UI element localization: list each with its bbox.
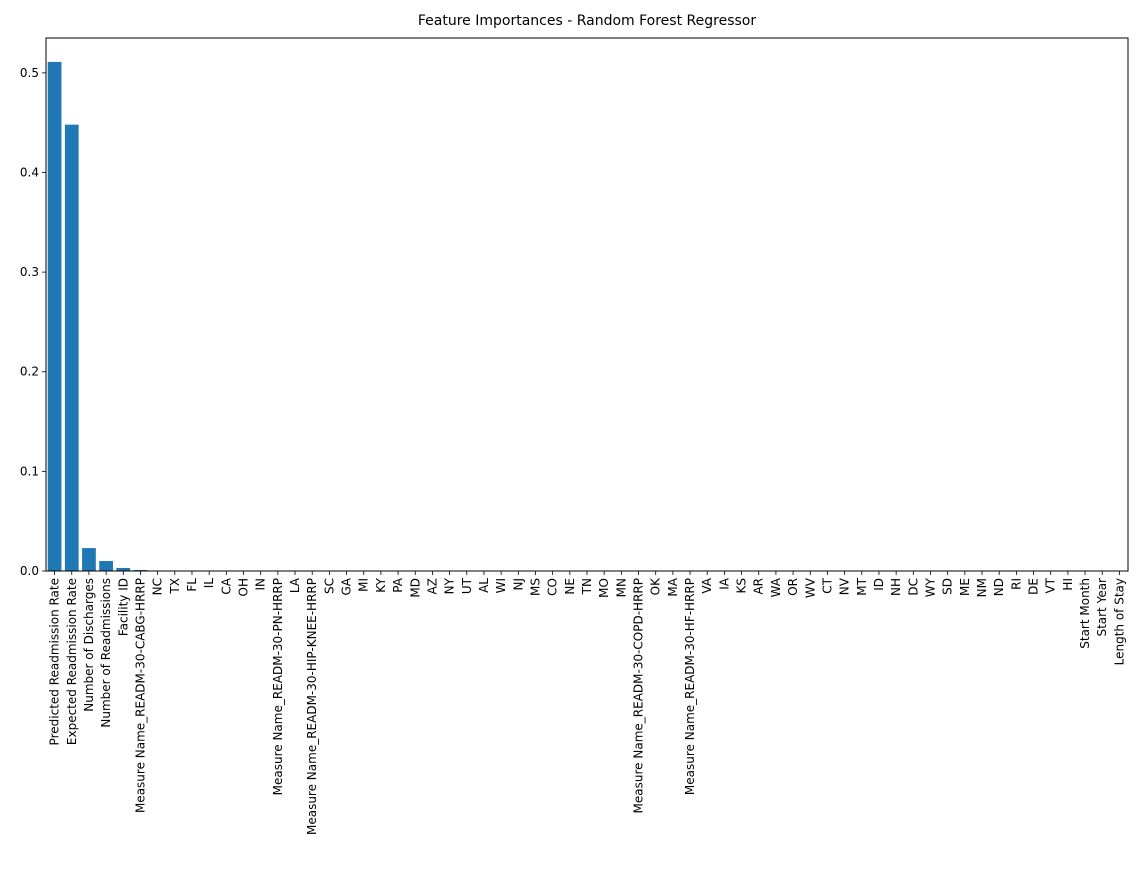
bar (64, 124, 79, 571)
x-tick-label: NY (443, 577, 457, 594)
x-tick-label: WY (923, 577, 937, 597)
x-tick-label: AR (752, 578, 766, 595)
bar (82, 548, 96, 571)
x-tick-label: AL (477, 578, 491, 593)
x-tick-label: Expected Readmission Rate (65, 578, 79, 745)
x-tick-label: IL (202, 578, 216, 589)
x-tick-label: Start Year (1095, 578, 1109, 637)
x-tick-label: WA (769, 577, 783, 597)
x-tick-label: MD (408, 578, 422, 598)
y-tick-label: 0.5 (20, 66, 39, 80)
x-tick-label: KY (374, 577, 388, 592)
x-tick-label: WI (494, 578, 508, 593)
y-tick-label: 0.0 (20, 564, 39, 578)
y-tick-label: 0.2 (20, 365, 39, 379)
x-tick-label: Measure Name_READM-30-HF-HRRP (683, 578, 697, 795)
x-tick-label: Predicted Readmission Rate (48, 578, 62, 745)
x-tick-label: VT (1044, 577, 1058, 593)
bar (116, 568, 131, 571)
x-tick-label: NM (975, 578, 989, 597)
x-tick-label: OR (786, 578, 800, 596)
x-tick-label: MT (855, 577, 869, 595)
x-tick-label: NV (838, 577, 852, 595)
x-tick-label: MN (614, 578, 628, 597)
x-tick-label: WV (803, 577, 817, 598)
x-tick-label: Measure Name_READM-30-CABG-HRRP (133, 578, 147, 813)
y-tick-label: 0.4 (20, 165, 39, 179)
x-tick-label: NH (889, 578, 903, 596)
bar (99, 561, 113, 571)
x-tick-label: MO (597, 578, 611, 598)
x-tick-label: NE (563, 578, 577, 595)
x-tick-label: IN (254, 578, 268, 591)
y-tick-label: 0.1 (20, 464, 39, 478)
x-tick-label: NC (151, 578, 165, 595)
x-tick-label: CT (820, 577, 834, 593)
x-tick-label: Number of Readmissions (99, 578, 113, 728)
x-tick-label: VA (700, 577, 714, 593)
x-tick-label: Start Month (1078, 578, 1092, 649)
x-tick-label: SD (941, 578, 955, 595)
x-tick-label: LA (288, 577, 302, 593)
bar (47, 61, 62, 572)
x-tick-label: OH (237, 578, 251, 596)
x-tick-label: ME (958, 578, 972, 596)
x-tick-label: NJ (511, 578, 525, 591)
x-tick-label: RI (1009, 578, 1023, 590)
x-tick-label: Length of Stay (1112, 578, 1126, 665)
x-tick-label: OK (649, 577, 663, 595)
x-tick-label: FL (185, 578, 199, 592)
x-tick-label: IA (717, 577, 731, 590)
x-tick-label: Measure Name_READM-30-PN-HRRP (271, 578, 285, 795)
x-tick-label: Measure Name_READM-30-HIP-KNEE-HRRP (305, 578, 319, 835)
x-tick-label: AZ (425, 578, 439, 594)
x-tick-label: MS (528, 578, 542, 596)
x-tick-label: Number of Discharges (82, 578, 96, 712)
x-tick-label: DC (906, 578, 920, 596)
x-tick-label: DE (1027, 578, 1041, 595)
x-tick-label: TN (580, 578, 594, 595)
y-axis: 0.0 0.1 0.2 0.3 0.4 0.5 (20, 66, 46, 578)
chart-title: Feature Importances - Random Forest Regr… (418, 13, 756, 29)
x-tick-label: ND (992, 578, 1006, 596)
x-tick-label: ID (872, 578, 886, 591)
bars-group (47, 61, 835, 572)
x-tick-label: Facility ID (116, 578, 130, 636)
x-tick-label: KS (735, 578, 749, 594)
x-tick-label: MA (666, 577, 680, 596)
x-tick-label: CA (219, 577, 233, 594)
x-tick-label: SC (322, 578, 336, 594)
x-tick-label: UT (460, 577, 474, 594)
x-tick-label: GA (340, 577, 354, 595)
plot-frame (45, 37, 1129, 572)
x-tick-label: Measure Name_READM-30-COPD-HRRP (632, 578, 646, 813)
x-tick-label: HI (1061, 578, 1075, 591)
x-axis: Predicted Readmission Rate Expected Readm… (48, 571, 1126, 835)
x-tick-label: MI (357, 578, 371, 592)
x-tick-label: PA (391, 577, 405, 592)
y-tick-label: 0.3 (20, 265, 39, 279)
x-tick-label: CO (546, 578, 560, 596)
x-tick-label: TX (168, 578, 182, 595)
